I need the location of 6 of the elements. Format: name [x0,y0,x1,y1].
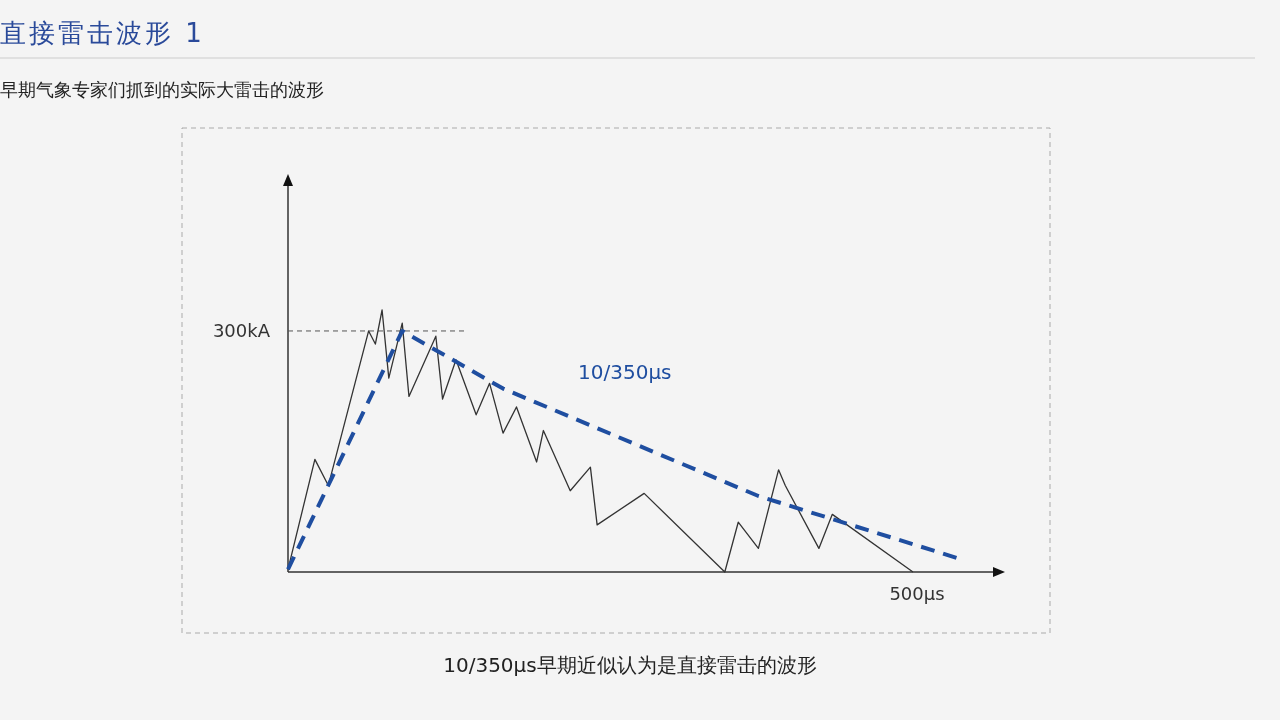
ref-line-label: 300kA [212,319,271,341]
text: 500μs [889,583,945,604]
chart-title: 直接雷击波形 1 [0,18,205,48]
series-label: 10/350μs [578,359,672,384]
chart-subtitle: 早期气象专家们抓到的实际大雷击的波形 [0,79,324,100]
text: 10/350μs早期近似认为是直接雷击的波形 [443,653,817,677]
